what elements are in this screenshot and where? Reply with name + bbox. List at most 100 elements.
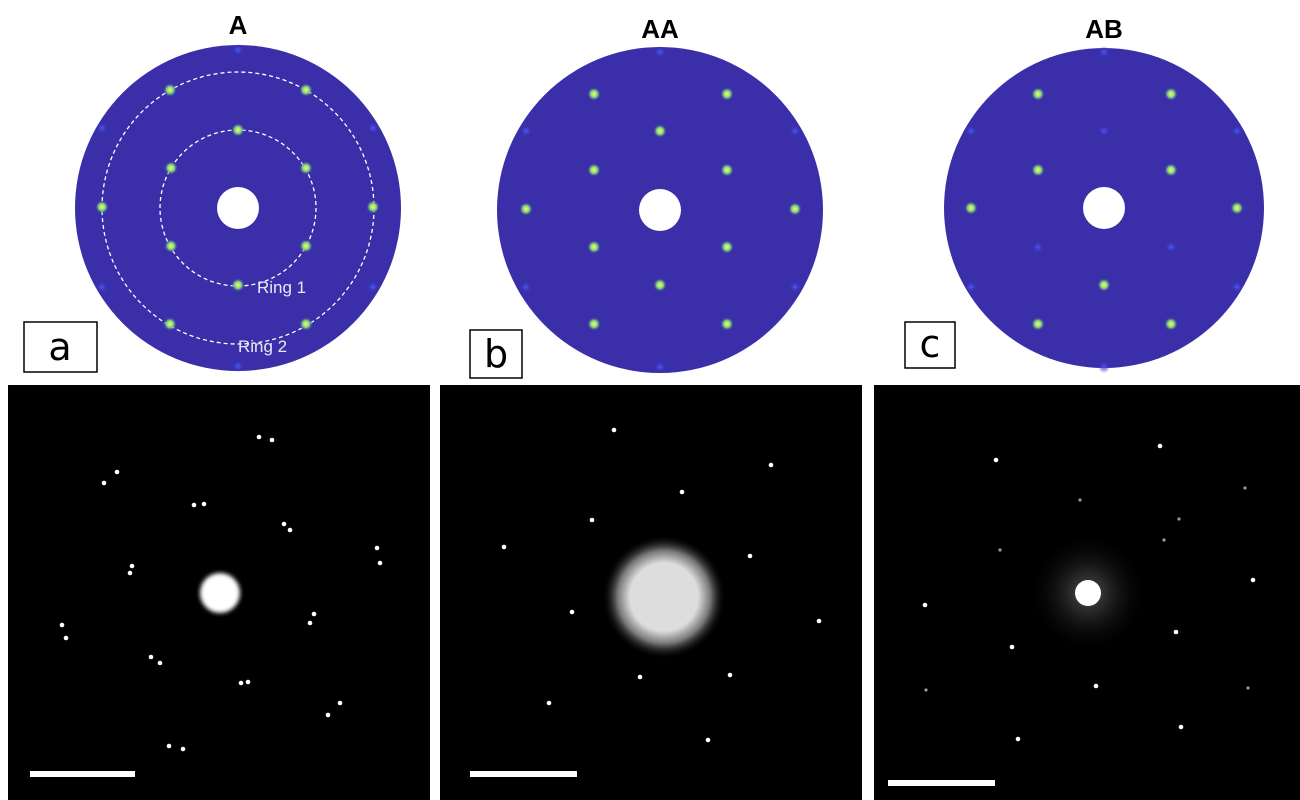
spot [998,548,1001,551]
spot [1231,281,1243,293]
spot [1230,201,1244,215]
spot [680,490,685,495]
figure: A AA AB Ring 1 Ring 2 a b c [0,0,1300,800]
spot [167,744,172,749]
spot [1098,125,1110,137]
spot [163,317,177,331]
spot [1158,444,1163,449]
spot [570,610,575,615]
spot [612,428,617,433]
spot [192,503,197,508]
spot [789,125,801,137]
central-beam [200,573,240,613]
ring-label: Ring 2 [238,337,287,356]
spot [1164,317,1178,331]
spot [1031,87,1045,101]
spot [817,619,822,624]
spot [232,360,244,372]
central-beam [1075,580,1101,606]
spot [367,281,379,293]
spot [706,738,711,743]
spot [96,122,108,134]
spot [96,281,108,293]
spot [587,87,601,101]
spot [1165,241,1177,253]
spot [95,200,109,214]
panel-label: a [48,325,71,369]
spot [64,636,69,641]
spot [1032,241,1044,253]
spot [231,123,245,137]
panel-title: A [229,10,248,40]
spot [1098,361,1110,373]
spot [720,240,734,254]
spot [587,163,601,177]
spot [547,701,552,706]
spot [1010,645,1015,650]
spot [1162,538,1165,541]
spot [654,361,666,373]
spot [288,528,293,533]
spot [163,83,177,97]
panel-label: b [484,332,508,376]
spot [769,463,774,468]
spot [202,502,207,507]
beam-stop [1083,187,1125,229]
spot [231,278,245,292]
spot [282,522,287,527]
spot [728,673,733,678]
spot [587,240,601,254]
spot [158,661,163,666]
spot [502,545,507,550]
spot [638,675,643,680]
spot [299,83,313,97]
spot [1094,684,1099,689]
spot [308,621,313,626]
spot [1016,737,1021,742]
beam-stop [217,187,259,229]
beam-stop [639,189,681,231]
spot [1164,163,1178,177]
spot [788,202,802,216]
spot [1243,486,1246,489]
spot [181,747,186,752]
spot [164,239,178,253]
spot [994,458,999,463]
spot [257,435,262,440]
spot [1031,317,1045,331]
spot [246,680,251,685]
spot [653,278,667,292]
spot [653,124,667,138]
scale-bar [30,771,135,777]
spot [60,623,65,628]
spot [102,481,107,486]
scale-bar [470,771,577,777]
panel-title: AB [1085,14,1123,44]
spot [1231,125,1243,137]
spot [1097,278,1111,292]
spot [164,161,178,175]
spot [924,688,927,691]
spot [965,281,977,293]
spot [1251,578,1256,583]
spot [1078,498,1081,501]
spot [115,470,120,475]
spot [232,44,244,56]
spot [299,239,313,253]
spot [239,681,244,686]
spot [789,281,801,293]
panel-label: c [920,322,941,366]
spot [748,554,753,559]
spot [520,125,532,137]
spot [1031,163,1045,177]
spot [587,317,601,331]
spot [654,46,666,58]
spot [520,281,532,293]
scale-bar [888,780,995,786]
spot [270,438,275,443]
spot [1177,517,1180,520]
spot [312,612,317,617]
spot [519,202,533,216]
spot [720,317,734,331]
spot [128,571,133,576]
